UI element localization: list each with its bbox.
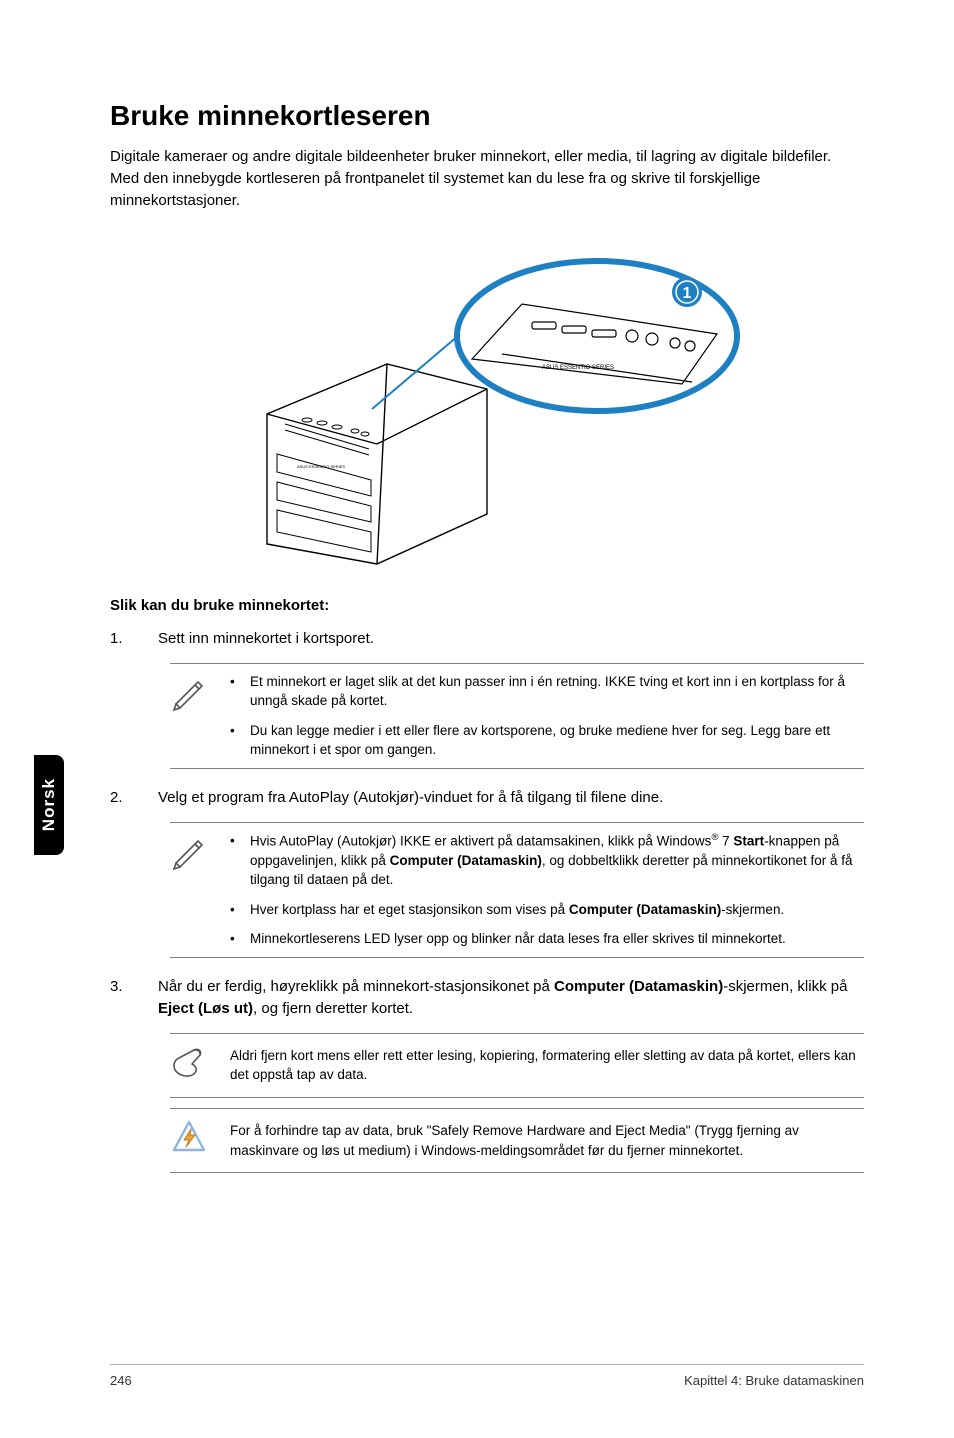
note-bullet: •Du kan legge medier i ett eller flere a… bbox=[230, 721, 864, 760]
procedure-list: 1. Sett inn minnekortet i kortsporet. bbox=[110, 628, 864, 651]
note-bullet: • Hver kortplass har et eget stasjonsiko… bbox=[230, 900, 864, 920]
pencil-icon bbox=[170, 672, 230, 760]
step-2: 2. Velg et program fra AutoPlay (Autokjø… bbox=[110, 787, 864, 810]
procedure-heading: Slik kan du bruke minnekortet: bbox=[110, 597, 864, 614]
svg-text:ASUS ESSENTIO SERIES: ASUS ESSENTIO SERIES bbox=[297, 464, 345, 469]
page: Bruke minnekortleseren Digitale kameraer… bbox=[0, 0, 954, 1438]
intro-paragraph: Digitale kameraer og andre digitale bild… bbox=[110, 146, 864, 211]
note-box-3: Aldri fjern kort mens eller rett etter l… bbox=[170, 1033, 864, 1098]
note-bullet: •Et minnekort er laget slik at det kun p… bbox=[230, 672, 864, 711]
note-text: Aldri fjern kort mens eller rett etter l… bbox=[230, 1042, 864, 1089]
svg-text:ASUS ESSENTIO SERIES: ASUS ESSENTIO SERIES bbox=[542, 365, 614, 371]
step-1: 1. Sett inn minnekortet i kortsporet. bbox=[110, 628, 864, 651]
note-bullet: •Minnekortleserens LED lyser opp og blin… bbox=[230, 929, 864, 949]
step-3: 3. Når du er ferdig, høyreklikk på minne… bbox=[110, 976, 864, 1021]
note-box-1: •Et minnekort er laget slik at det kun p… bbox=[170, 663, 864, 769]
page-title: Bruke minnekortleseren bbox=[110, 100, 864, 132]
callout-number: 1 bbox=[683, 285, 692, 302]
pencil-icon bbox=[170, 831, 230, 949]
procedure-list: 3. Når du er ferdig, høyreklikk på minne… bbox=[110, 976, 864, 1021]
tower-illustration: ASUS ESSENTIO SERIES bbox=[227, 234, 747, 574]
note-bullet: • Hvis AutoPlay (Autokjør) IKKE er aktiv… bbox=[230, 831, 864, 890]
step-text: Sett inn minnekortet i kortsporet. bbox=[158, 628, 864, 651]
note-box-2: • Hvis AutoPlay (Autokjør) IKKE er aktiv… bbox=[170, 822, 864, 958]
step-number: 3. bbox=[110, 976, 158, 1021]
step-number: 1. bbox=[110, 628, 158, 651]
warning-icon bbox=[170, 1117, 230, 1164]
page-footer: 246 Kapittel 4: Bruke datamaskinen bbox=[110, 1364, 864, 1388]
hand-icon bbox=[170, 1042, 230, 1089]
page-number: 246 bbox=[110, 1373, 132, 1388]
language-side-tab: Norsk bbox=[34, 755, 64, 855]
step-text: Når du er ferdig, høyreklikk på minnekor… bbox=[158, 976, 864, 1021]
chapter-label: Kapittel 4: Bruke datamaskinen bbox=[684, 1373, 864, 1388]
language-label: Norsk bbox=[39, 778, 59, 831]
procedure-list: 2. Velg et program fra AutoPlay (Autokjø… bbox=[110, 787, 864, 810]
note-text: For å forhindre tap av data, bruk "Safel… bbox=[230, 1117, 864, 1164]
step-text: Velg et program fra AutoPlay (Autokjør)-… bbox=[158, 787, 864, 810]
note-box-4: For å forhindre tap av data, bruk "Safel… bbox=[170, 1108, 864, 1173]
step-number: 2. bbox=[110, 787, 158, 810]
product-diagram: ASUS ESSENTIO SERIES bbox=[110, 229, 864, 579]
